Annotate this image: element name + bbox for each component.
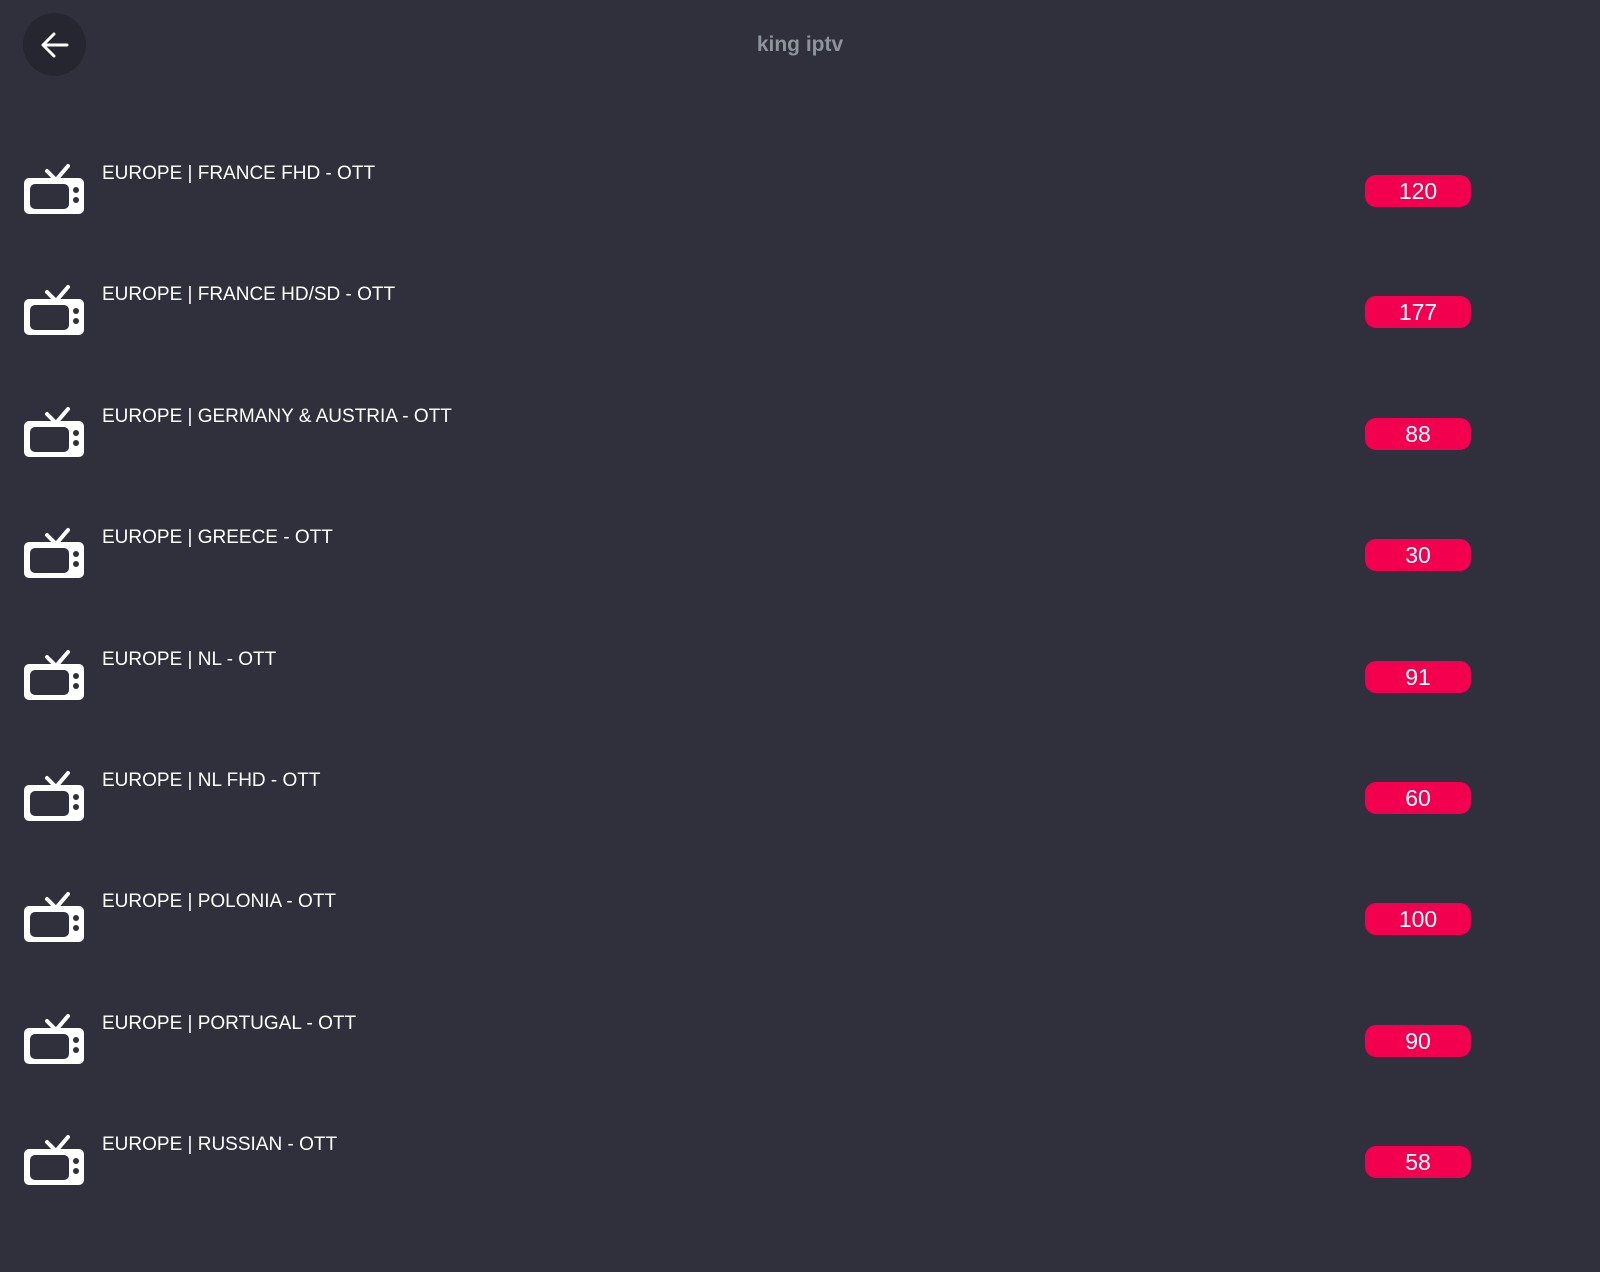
- tv-icon: [23, 639, 85, 701]
- category-name: EUROPE | NL - OTT: [102, 648, 277, 670]
- channel-count-badge: 30: [1365, 539, 1471, 572]
- category-name: EUROPE | FRANCE HD/SD - OTT: [102, 284, 396, 306]
- channel-count-badge: 100: [1365, 903, 1471, 936]
- category-name: EUROPE | FRANCE FHD - OTT: [102, 163, 376, 184]
- channel-count-badge: 120: [1365, 175, 1471, 207]
- category-row[interactable]: EUROPE | GERMANY & AUSTRIA - OTT 88: [0, 396, 1600, 517]
- category-row[interactable]: EUROPE | POLONIA - OTT 100: [0, 881, 1600, 1002]
- channel-count-badge: 88: [1365, 417, 1471, 450]
- category-row[interactable]: EUROPE | FRANCE FHD - OTT 120: [0, 153, 1600, 274]
- category-name: EUROPE | POLONIA - OTT: [102, 891, 337, 913]
- page-title: king iptv: [756, 33, 844, 56]
- category-name: EUROPE | GREECE - OTT: [102, 527, 333, 549]
- arrow-left-icon: [41, 32, 68, 57]
- tv-icon: [23, 760, 85, 822]
- tv-icon: [23, 396, 85, 458]
- tv-icon: [23, 153, 85, 215]
- channel-count-badge: 177: [1365, 296, 1471, 329]
- category-row[interactable]: EUROPE | RUSSIAN - OTT 58: [0, 1124, 1600, 1245]
- tv-icon: [23, 1003, 85, 1065]
- channel-count-badge: 90: [1365, 1024, 1471, 1057]
- back-button[interactable]: [23, 13, 86, 76]
- category-row[interactable]: EUROPE | NL - OTT 91: [0, 639, 1600, 760]
- category-name: EUROPE | PORTUGAL - OTT: [102, 1012, 357, 1034]
- category-row[interactable]: EUROPE | PORTUGAL - OTT 90: [0, 1003, 1600, 1124]
- tv-icon: [23, 1124, 85, 1186]
- category-name: EUROPE | RUSSIAN - OTT: [102, 1134, 338, 1156]
- category-name: EUROPE | GERMANY & AUSTRIA - OTT: [102, 405, 452, 427]
- tv-icon: [23, 274, 85, 336]
- category-row[interactable]: EUROPE | NL FHD - OTT 60: [0, 760, 1600, 881]
- channel-count-badge: 58: [1365, 1146, 1471, 1179]
- category-row[interactable]: EUROPE | GREECE - OTT 30: [0, 517, 1600, 638]
- tv-icon: [23, 517, 85, 579]
- category-name: EUROPE | NL FHD - OTT: [102, 770, 321, 791]
- tv-icon: [23, 881, 85, 943]
- channel-count-badge: 91: [1365, 660, 1471, 693]
- category-row[interactable]: EUROPE | FRANCE HD/SD - OTT 177: [0, 274, 1600, 395]
- channel-count-badge: 60: [1365, 782, 1471, 814]
